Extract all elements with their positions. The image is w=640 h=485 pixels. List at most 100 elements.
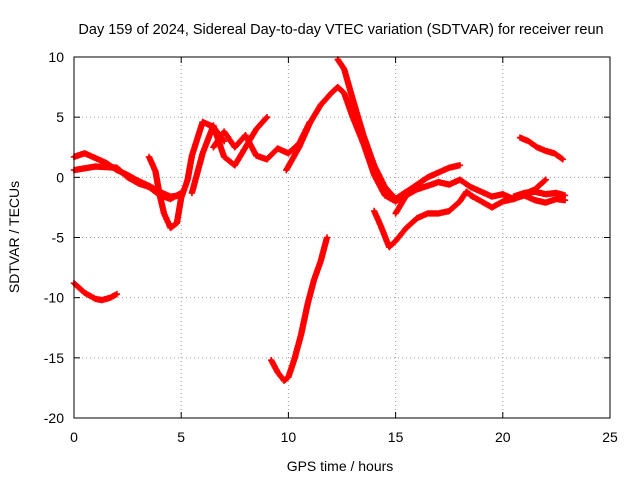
series-arc-7	[268, 234, 331, 384]
data-point	[284, 168, 288, 172]
data-point	[233, 163, 237, 167]
data-point	[554, 191, 558, 195]
data-point	[186, 178, 190, 182]
data-point	[383, 185, 387, 189]
data-point	[265, 157, 269, 161]
data-point	[83, 291, 87, 295]
series-arc-12	[392, 162, 464, 203]
data-point	[276, 370, 280, 374]
series-arc-1	[70, 280, 121, 304]
axis-ticks: 0 5 10 15 20 25 -20 -15 -10 -5 0 5 10	[44, 49, 618, 445]
data-point	[175, 221, 179, 225]
x-tick-label: 15	[388, 429, 404, 445]
series-arc-8	[283, 83, 410, 205]
data-point	[282, 379, 286, 383]
data-point	[561, 157, 565, 161]
data-point	[269, 358, 273, 362]
data-point	[168, 197, 172, 201]
data-point	[372, 163, 376, 167]
data-point	[254, 127, 258, 131]
data-point	[447, 166, 451, 170]
data-point	[93, 297, 97, 301]
data-point	[415, 216, 419, 220]
x-axis-label: GPS time / hours	[287, 458, 394, 474]
data-point	[319, 103, 323, 107]
data-point	[372, 209, 376, 213]
data-point	[286, 375, 290, 379]
data-point	[83, 151, 87, 155]
data-series	[70, 56, 569, 384]
data-point	[211, 145, 215, 149]
data-point	[394, 239, 398, 243]
data-point	[447, 183, 451, 187]
x-tick-label: 5	[177, 429, 185, 445]
data-point	[383, 193, 387, 197]
data-point	[136, 181, 140, 185]
data-point	[404, 226, 408, 230]
data-point	[342, 67, 346, 71]
data-point	[126, 175, 130, 179]
data-point	[297, 145, 301, 149]
data-point	[351, 115, 355, 119]
x-tick-label: 10	[281, 429, 297, 445]
y-tick-label: -20	[44, 410, 64, 426]
data-point	[563, 198, 567, 202]
data-point	[469, 185, 473, 189]
data-point	[104, 161, 108, 165]
y-tick-label: -15	[44, 350, 64, 366]
data-point	[115, 166, 119, 170]
data-point	[162, 211, 166, 215]
data-point	[544, 178, 548, 182]
data-point	[336, 57, 340, 61]
data-point	[469, 193, 473, 197]
data-point	[168, 226, 172, 230]
data-point	[108, 296, 112, 300]
data-point	[222, 139, 226, 143]
data-point	[293, 356, 297, 360]
data-point	[100, 298, 104, 302]
series-arc-10	[371, 188, 476, 251]
data-point	[458, 199, 462, 203]
data-point	[379, 223, 383, 227]
data-point	[544, 149, 548, 153]
data-point	[265, 115, 269, 119]
y-axis-label: SDTVAR / TECUs	[6, 181, 22, 293]
data-point	[372, 173, 376, 177]
data-point	[319, 260, 323, 264]
data-point	[351, 97, 355, 101]
data-point	[147, 185, 151, 189]
data-point	[312, 278, 316, 282]
data-point	[93, 165, 97, 169]
data-point	[222, 155, 226, 159]
data-point	[361, 133, 365, 137]
data-point	[554, 197, 558, 201]
data-point	[512, 195, 516, 199]
data-point	[490, 205, 494, 209]
data-point	[394, 211, 398, 215]
data-point	[115, 292, 119, 296]
data-point	[153, 169, 157, 173]
data-point	[544, 201, 548, 205]
data-point	[158, 193, 162, 197]
data-point	[426, 184, 430, 188]
data-point	[93, 156, 97, 160]
data-point	[533, 198, 537, 202]
data-point	[336, 85, 340, 89]
data-point	[211, 124, 215, 128]
data-point	[254, 154, 258, 158]
y-tick-label: 5	[56, 109, 64, 125]
data-point	[308, 121, 312, 125]
data-point	[179, 196, 183, 200]
data-point	[544, 192, 548, 196]
x-tick-label: 0	[70, 429, 78, 445]
data-point	[394, 197, 398, 201]
data-point	[552, 151, 556, 155]
data-point	[387, 245, 391, 249]
y-tick-label: -10	[44, 290, 64, 306]
data-point	[190, 191, 194, 195]
data-point	[436, 171, 440, 175]
data-point	[458, 163, 462, 167]
data-point	[415, 187, 419, 191]
